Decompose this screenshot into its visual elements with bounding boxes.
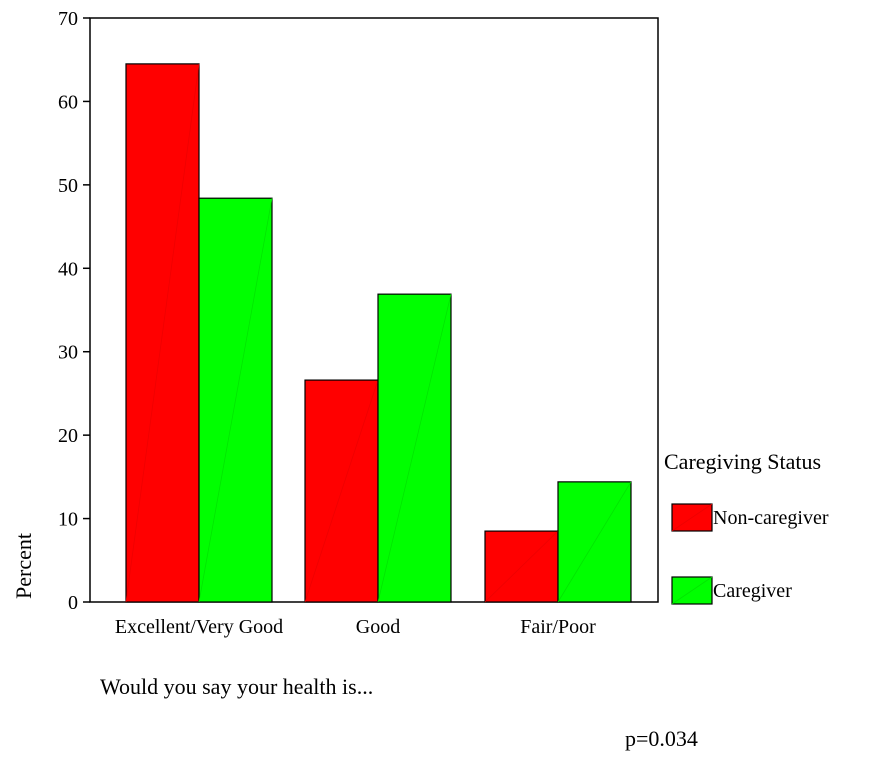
bar-caregiver — [557, 481, 632, 603]
x-tick-label: Fair/Poor — [520, 616, 596, 638]
legend-item-non-caregiver: Non-caregiver — [671, 503, 829, 532]
bar-shading — [484, 530, 559, 603]
y-tick-label: 70 — [58, 8, 78, 30]
legend-label: Caregiver — [713, 580, 792, 602]
axes: 0 10 20 30 40 50 60 70 Excellent/Very Good Good Fa… — [58, 8, 596, 638]
bar-shading — [557, 481, 632, 603]
bars — [125, 63, 632, 603]
x-tick-label: Good — [356, 616, 400, 638]
legend-swatch-shading — [671, 503, 713, 532]
y-tick-label: 60 — [58, 91, 78, 113]
legend-title: Caregiving Status — [664, 449, 821, 474]
bar-shading — [377, 294, 452, 603]
y-tick-label: 40 — [58, 258, 78, 280]
bar-non-caregiver — [304, 379, 379, 603]
y-axis-label: Percent — [11, 533, 36, 599]
legend-swatch-shading — [671, 576, 713, 605]
y-tick-label: 10 — [58, 509, 78, 531]
p-value-annotation: p=0.034 — [625, 726, 698, 751]
y-tick-label: 30 — [58, 342, 78, 364]
bar-shading — [125, 63, 200, 603]
bar-non-caregiver — [484, 530, 559, 603]
legend: Non-caregiver Caregiver — [671, 503, 829, 605]
y-tick-label: 50 — [58, 175, 78, 197]
legend-item-caregiver: Caregiver — [671, 576, 792, 605]
y-tick-label: 20 — [58, 425, 78, 447]
x-axis-label: Would you say your health is... — [100, 674, 373, 699]
bar-non-caregiver — [125, 63, 200, 603]
bar-shading — [304, 379, 379, 603]
bar-caregiver — [198, 197, 273, 603]
bar-caregiver — [377, 293, 452, 603]
bar-shading — [198, 198, 273, 603]
y-tick-label: 0 — [68, 592, 78, 614]
legend-label: Non-caregiver — [713, 507, 829, 529]
x-tick-label: Excellent/Very Good — [115, 616, 283, 638]
